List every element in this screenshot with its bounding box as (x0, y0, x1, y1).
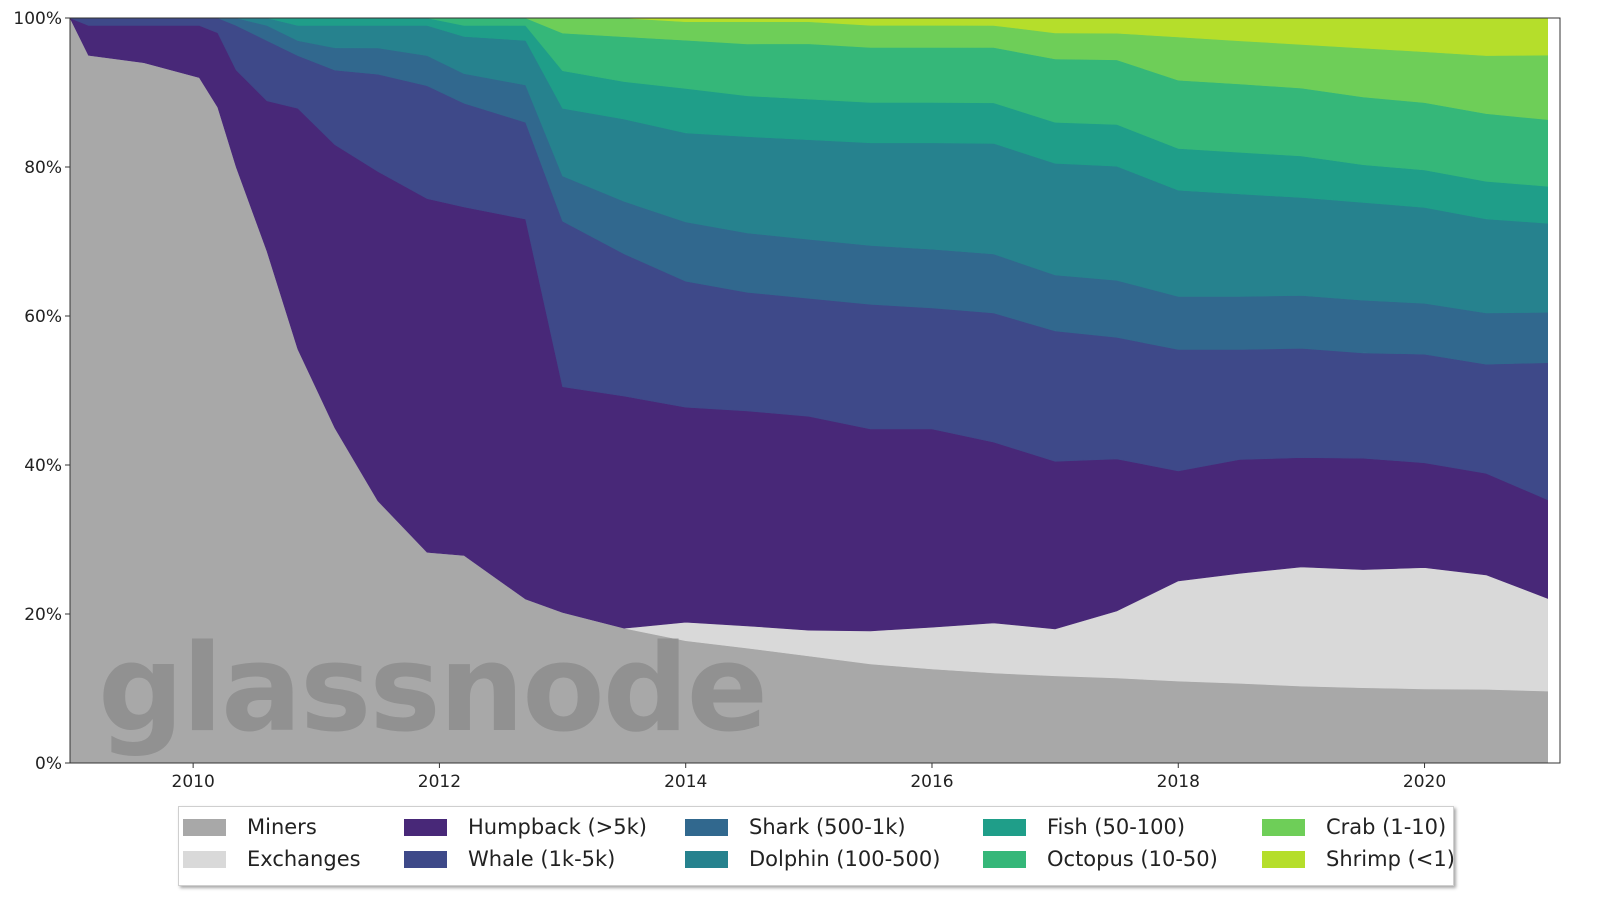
legend-label: Shrimp (<1) (1326, 847, 1455, 871)
legend-swatch (404, 850, 447, 868)
y-tick-label: 0% (35, 754, 62, 774)
y-tick-label: 100% (13, 9, 62, 29)
y-tick-label: 60% (24, 307, 62, 327)
legend-swatch (983, 850, 1026, 868)
legend-item: Whale (1k-5k) (404, 846, 615, 872)
legend-item: Dolphin (100-500) (685, 846, 940, 872)
x-tick-label: 2012 (418, 772, 461, 792)
plot-frame (69, 17, 1561, 764)
legend: Miners Exchanges Humpback (>5k) Whale (1k-5… (178, 806, 1455, 886)
watermark: glassnode (98, 620, 766, 759)
legend-item: Miners (183, 814, 317, 840)
legend-swatch (983, 818, 1026, 836)
legend-swatch (685, 850, 728, 868)
legend-label: Miners (247, 815, 317, 839)
legend-label: Exchanges (247, 847, 361, 871)
legend-swatch (183, 818, 226, 836)
legend-item: Humpback (>5k) (404, 814, 647, 840)
legend-swatch (685, 818, 728, 836)
legend-swatch (1262, 850, 1305, 868)
legend-swatch (1262, 818, 1305, 836)
legend-label: Humpback (>5k) (468, 815, 647, 839)
legend-label: Whale (1k-5k) (468, 847, 616, 871)
stacked-area-chart: glassnode 0% 20% 40% 60% 80% 100% 2010 2012 2014… (13, 9, 1561, 792)
x-tick-label: 2020 (1403, 772, 1446, 792)
y-tick-label: 80% (24, 158, 62, 178)
legend-label: Dolphin (100-500) (749, 847, 941, 871)
legend-item: Octopus (10-50) (983, 846, 1218, 872)
y-tick-label: 40% (24, 456, 62, 476)
x-tick-label: 2010 (172, 772, 215, 792)
axes-group: 0% 20% 40% 60% 80% 100% 2010 2012 2014 2016 2018 20… (13, 9, 1561, 792)
legend-label: Crab (1-10) (1326, 815, 1447, 839)
legend-item: Shrimp (<1) (1262, 846, 1455, 872)
legend-item: Fish (50-100) (983, 814, 1185, 840)
legend-item: Exchanges (183, 846, 361, 872)
x-tick-label: 2016 (910, 772, 953, 792)
area-series-group (69, 17, 1548, 764)
legend-swatch (183, 850, 226, 868)
x-tick-label: 2014 (664, 772, 707, 792)
legend-label: Octopus (10-50) (1047, 847, 1218, 871)
legend-swatch (404, 818, 447, 836)
legend-item: Crab (1-10) (1262, 814, 1446, 840)
legend-label: Fish (50-100) (1047, 815, 1186, 839)
legend-item: Shark (500-1k) (685, 814, 906, 840)
legend-label: Shark (500-1k) (749, 815, 906, 839)
y-tick-label: 20% (24, 605, 62, 625)
x-tick-label: 2018 (1157, 772, 1200, 792)
